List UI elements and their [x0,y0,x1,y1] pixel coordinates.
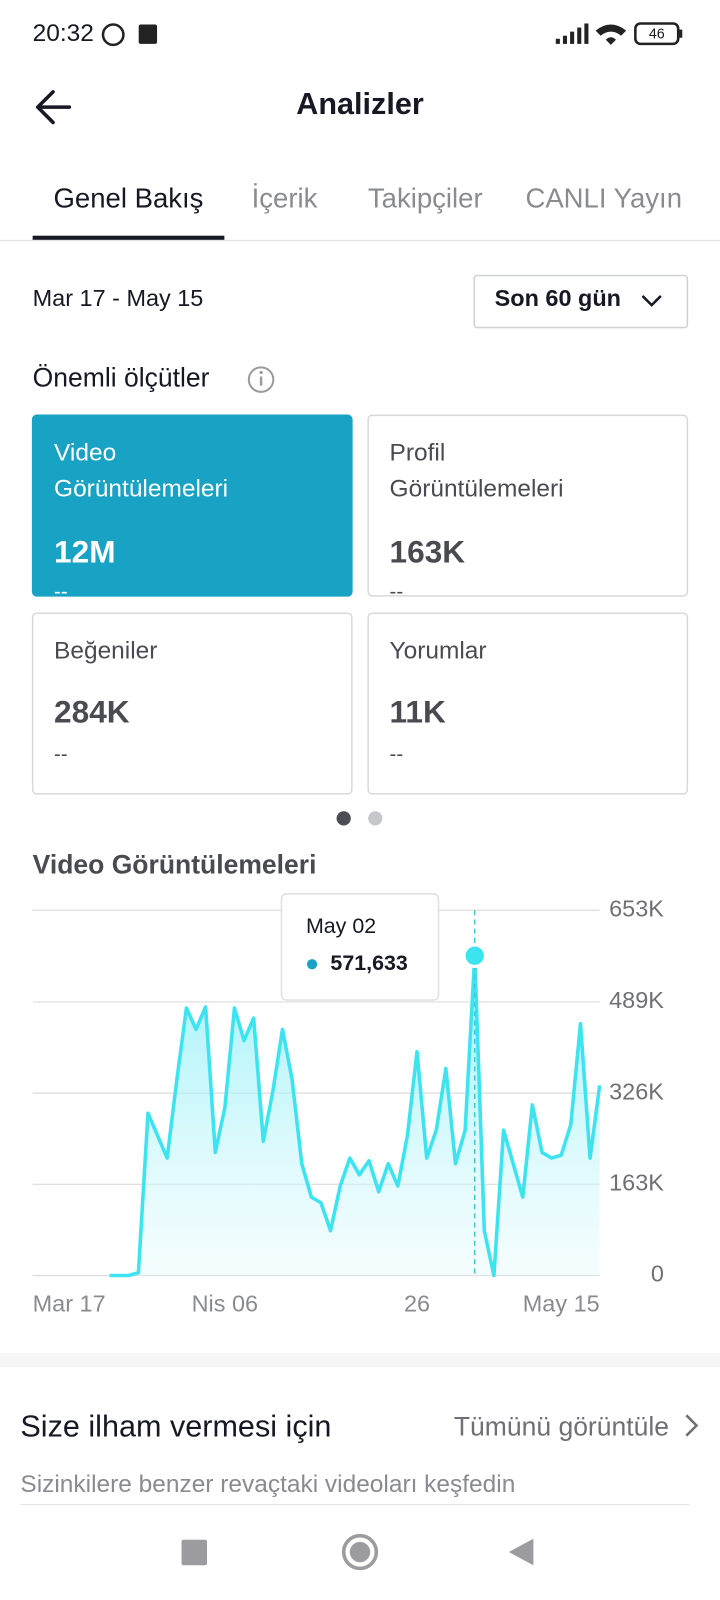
nav-recents[interactable] [181,1539,208,1566]
period-select[interactable] [473,274,689,329]
section-separator [0,1353,720,1368]
status-time: 20:32 [33,20,94,47]
metric-value: 12M [54,533,115,569]
metric-change: -- [390,581,404,603]
nav-back[interactable] [508,1538,534,1566]
line [109,953,602,1278]
tab[interactable]: Takipçiler [368,182,483,213]
x-tick-label: Mar 17 [33,1290,106,1316]
metric-label: Görüntülemeleri [54,475,228,502]
section-title: Önemli ölçütler [33,363,210,393]
x-tick-label: May 15 [523,1290,600,1316]
x-tick-label: 26 [404,1290,430,1316]
tab-divider [0,239,720,242]
nav-home[interactable] [341,1533,379,1571]
y-tick-label: 0 [651,1261,664,1287]
back-button[interactable] [35,90,72,125]
metric-change: -- [54,581,68,603]
info-icon[interactable] [247,366,275,393]
page-title: Analizler [296,87,424,121]
tab[interactable]: İçerik [252,182,318,213]
metric-label: Yorumlar [390,638,487,665]
inspiration-subtitle: Sizinkilere benzer revaçtaki videoları k… [20,1471,515,1498]
tab-active[interactable]: Genel Bakış [54,182,204,213]
metric-card[interactable] [31,612,353,795]
divider [20,1504,690,1506]
page-dot-active [336,811,351,826]
metric-label: Görüntülemeleri [390,475,564,502]
metric-change: -- [54,743,68,765]
metric-change: -- [390,743,404,765]
metric-value: 163K [390,533,466,569]
metric-label: Profil [390,440,446,467]
battery-level: 46 [649,26,665,42]
area [109,955,600,1276]
metric-cards: Video Görüntülemeleri 12M -- Profil Görüntüle… [31,414,689,795]
inspiration-title: Size ilham vermesi için [20,1410,331,1444]
metric-card[interactable] [367,612,689,795]
metric-card[interactable] [367,414,689,597]
tooltip-value: 571,633 [330,951,407,975]
y-tick-label: 326K [609,1078,664,1104]
view-all-link[interactable]: Tümünü görüntüle [454,1412,669,1442]
chart: 0 163K 326K 489K 653K Mar 17 Nis 06 26 May 15 May… [33,893,664,1316]
tooltip-title: May 02 [306,914,376,938]
tab-indicator [32,235,225,240]
metric-value: 284K [54,694,130,730]
hover-point-inner [465,946,484,965]
period-select-label: Son 60 gün [495,285,621,311]
y-tick-label: 653K [609,895,664,921]
y-tick-label: 489K [609,987,664,1013]
y-tick-label: 163K [609,1170,664,1196]
view-all-chevron [685,1414,699,1437]
metric-label: Video [54,440,116,467]
page-dot [368,811,383,826]
tab[interactable]: CANLI Yayın [525,182,682,213]
x-tick-label: Nis 06 [192,1290,258,1316]
chart-title: Video Görüntülemeleri [33,849,317,879]
tooltip-dot [306,959,318,970]
status-icons [101,22,683,47]
date-range: Mar 17 - May 15 [33,285,204,311]
tooltip [280,893,440,1001]
metric-label: Beğeniler [54,638,157,665]
metric-value: 11K [390,694,446,730]
dropdown-chevron [641,295,662,307]
metric-card-selected[interactable] [31,414,353,597]
